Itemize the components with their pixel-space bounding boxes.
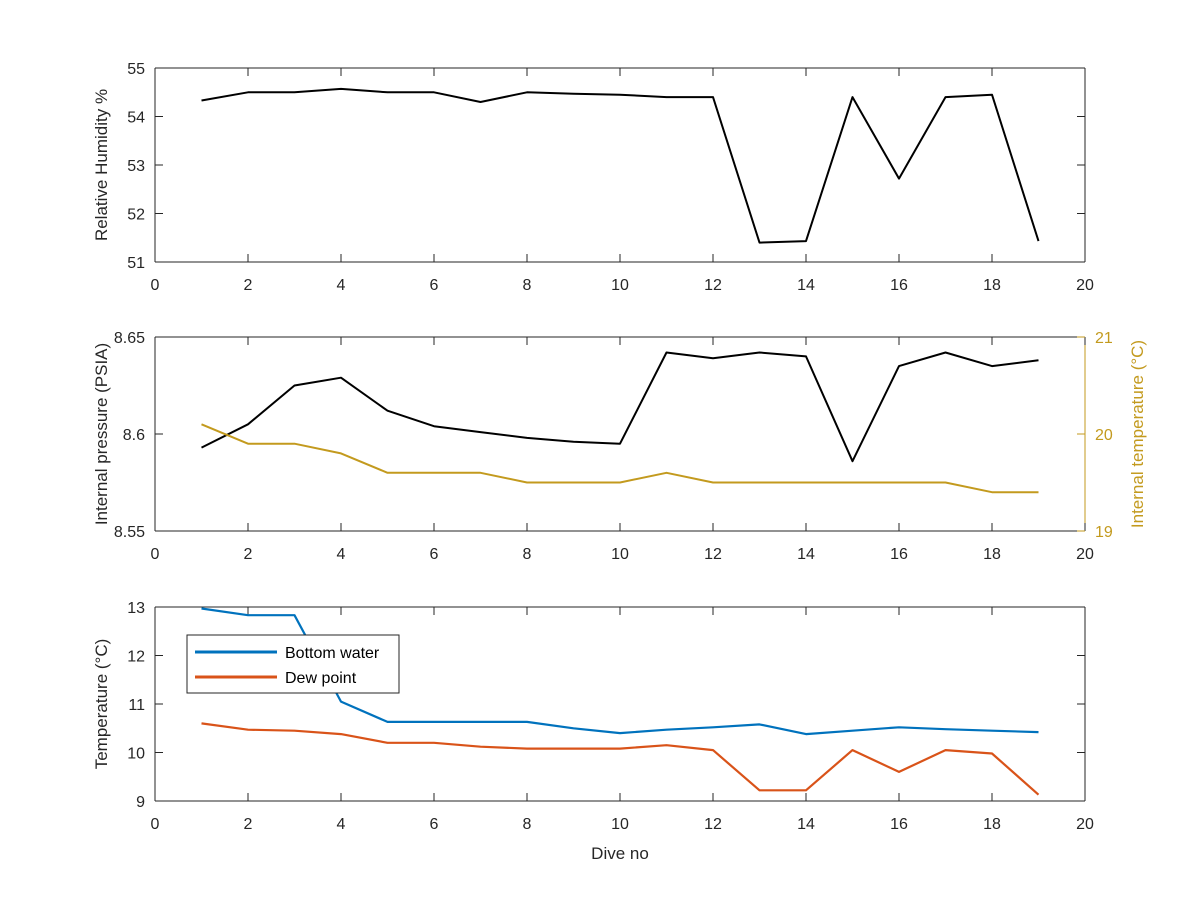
series-line-2: [201, 722, 1040, 796]
y-axis-label: Relative Humidity %: [92, 89, 111, 241]
series-line-1: [201, 607, 1039, 736]
x-tick-label: 0: [151, 277, 160, 294]
x-tick-label: 20: [1076, 277, 1094, 294]
y-right-tick-label: 20: [1095, 427, 1113, 444]
y-axis-label: Internal pressure (PSIA): [92, 343, 111, 525]
x-tick-label: 16: [890, 277, 908, 294]
series-line-1: [201, 351, 1039, 463]
y-tick-label: 51: [127, 255, 145, 272]
legend-entry: Dew point: [285, 670, 357, 687]
x-tick-label: 4: [337, 816, 346, 833]
x-tick-label: 16: [890, 816, 908, 833]
x-tick-label: 4: [337, 277, 346, 294]
y-tick-label: 13: [127, 600, 145, 617]
y-right-tick-label: 21: [1095, 330, 1113, 347]
x-tick-label: 8: [523, 277, 532, 294]
legend: Bottom water Dew point: [186, 634, 400, 694]
x-tick-label: 8: [523, 816, 532, 833]
x-tick-label: 8: [523, 546, 532, 563]
x-tick-label: 6: [430, 816, 439, 833]
y-tick-label: 8.65: [114, 330, 145, 347]
x-tick-label: 14: [797, 816, 815, 833]
x-axis-label: Dive no: [591, 844, 649, 863]
x-tick-label: 14: [797, 546, 815, 563]
x-tick-label: 10: [611, 816, 629, 833]
y-tick-label: 9: [136, 794, 145, 811]
x-tick-label: 10: [611, 277, 629, 294]
y-tick-label: 8.55: [114, 524, 145, 541]
x-tick-label: 2: [244, 277, 253, 294]
y-tick-label: 55: [127, 61, 145, 78]
x-tick-label: 18: [983, 277, 1001, 294]
y-tick-label: 8.6: [123, 427, 145, 444]
x-tick-label: 12: [704, 816, 722, 833]
x-tick-label: 0: [151, 546, 160, 563]
x-tick-label: 6: [430, 277, 439, 294]
legend-box: [186, 634, 400, 694]
y-tick-label: 54: [127, 110, 145, 127]
x-tick-label: 10: [611, 546, 629, 563]
x-tick-label: 20: [1076, 546, 1094, 563]
y-right-tick-label: 19: [1095, 524, 1113, 541]
x-tick-label: 18: [983, 816, 1001, 833]
x-tick-label: 4: [337, 546, 346, 563]
y-tick-label: 11: [128, 697, 145, 714]
y-tick-label: 10: [127, 746, 145, 763]
x-tick-label: 2: [244, 816, 253, 833]
y-axis-label: Temperature (°C): [92, 639, 111, 770]
x-tick-label: 18: [983, 546, 1001, 563]
panel-3: 0 2 4 6 8 10 12 14 16 18 20 9 10 11 12 13 Temperature (°…: [92, 600, 1094, 863]
y-axis-right-label: Internal temperature (°C): [1128, 340, 1147, 528]
y-tick-label: 12: [127, 649, 145, 666]
x-tick-label: 14: [797, 277, 815, 294]
series-line-1: [201, 87, 1040, 244]
x-tick-label: 0: [151, 816, 160, 833]
y-tick-label: 52: [127, 207, 145, 224]
x-tick-label: 2: [244, 546, 253, 563]
x-tick-label: 12: [704, 546, 722, 563]
y-tick-label: 53: [127, 158, 145, 175]
panel-1: 0 2 4 6 8 10 12 14 16 18 20 51 52 53 54 55 Relative Humi…: [92, 61, 1094, 294]
legend-entry: Bottom water: [285, 645, 380, 662]
series-line-2: [201, 423, 1039, 494]
x-tick-label: 20: [1076, 816, 1094, 833]
x-tick-label: 6: [430, 546, 439, 563]
x-tick-label: 16: [890, 546, 908, 563]
panel-2: 0 2 4 6 8 10 12 14 16 18 208.558.68.65192021Intern…: [92, 330, 1147, 563]
x-tick-label: 12: [704, 277, 722, 294]
